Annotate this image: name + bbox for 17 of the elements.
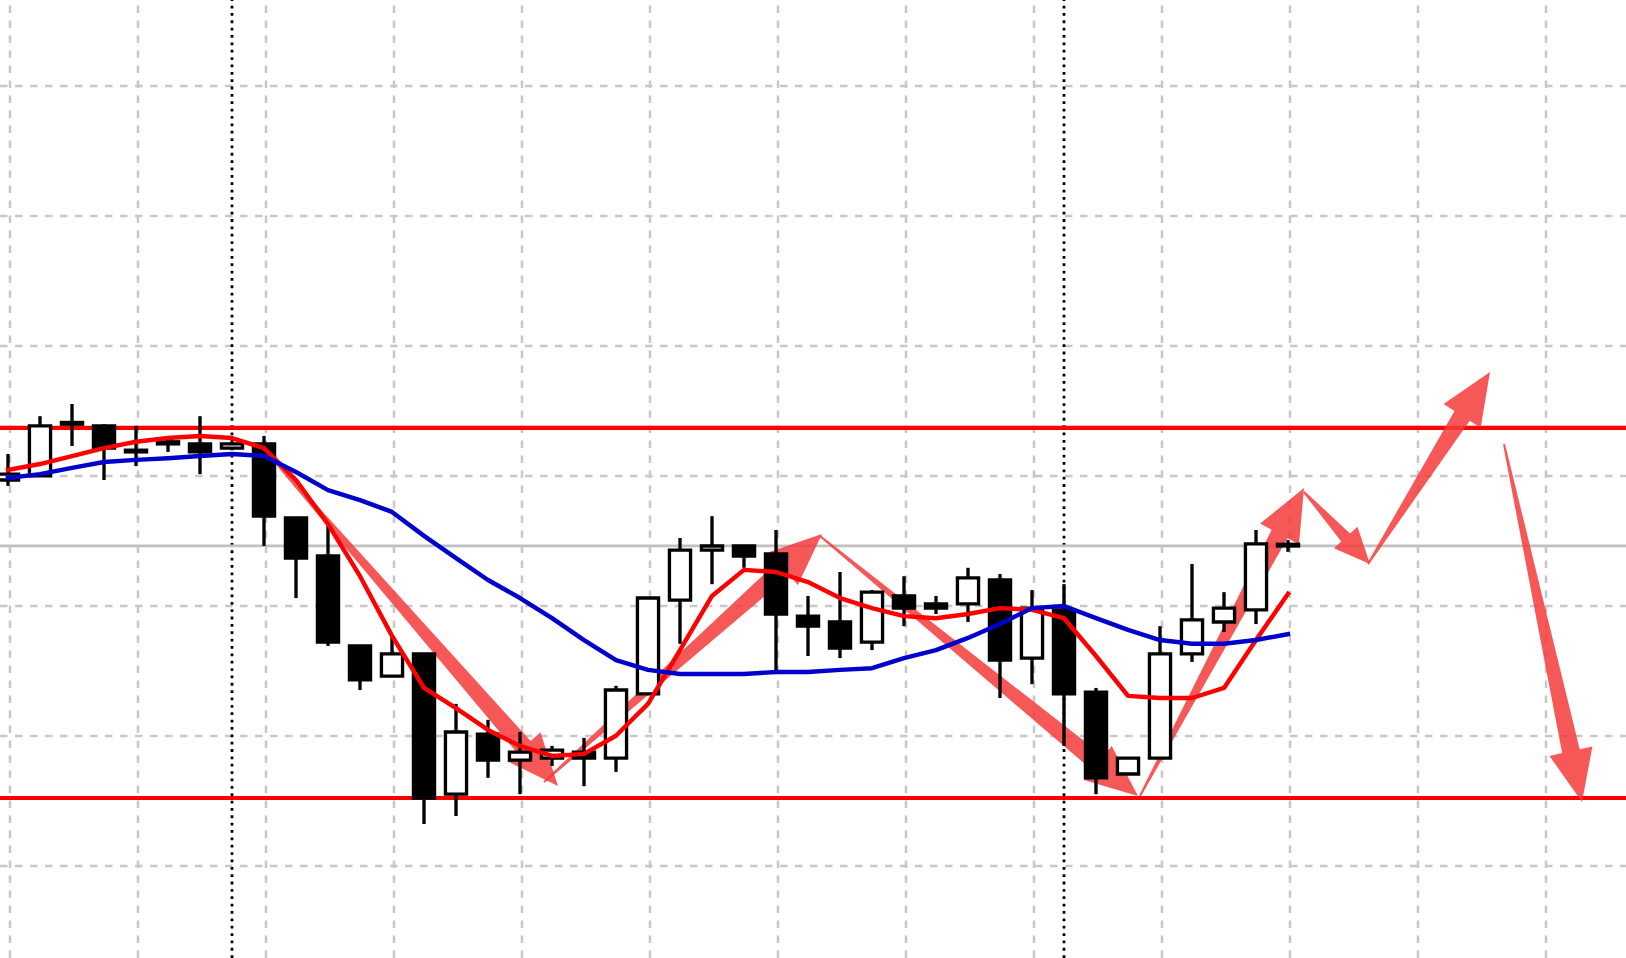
- candlestick: [923, 594, 949, 616]
- candlestick: [475, 718, 501, 780]
- candlestick: [1211, 590, 1237, 634]
- candlestick: [731, 544, 757, 570]
- candlestick: [347, 644, 373, 692]
- candlestick: [827, 570, 853, 660]
- candlestick: [507, 730, 533, 796]
- candlestick: [283, 516, 309, 600]
- candlestick: [123, 424, 149, 468]
- candlestick: [891, 574, 917, 628]
- candlestick: [379, 634, 405, 678]
- candlestick: [955, 566, 981, 624]
- candlestick: [187, 414, 213, 476]
- candlestick: [1179, 562, 1205, 664]
- candlestick: [699, 514, 725, 586]
- candlestick: [59, 402, 85, 448]
- candlestick: [795, 594, 821, 658]
